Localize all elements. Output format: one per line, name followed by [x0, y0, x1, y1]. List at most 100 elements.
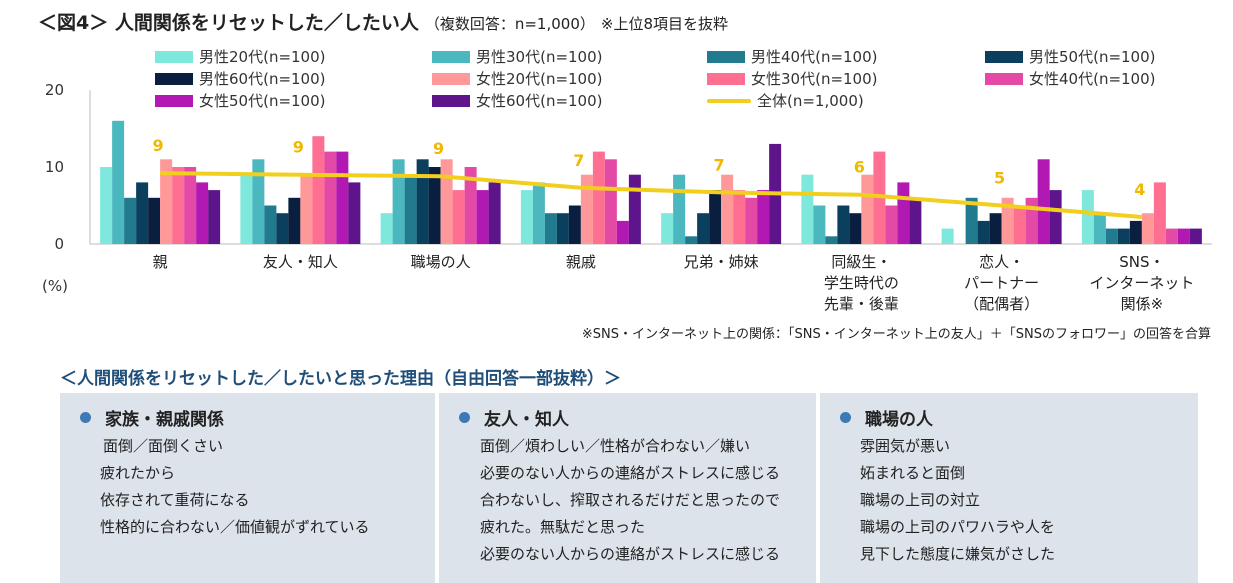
bar-1-3 — [124, 197, 137, 244]
bar-8-4 — [1117, 228, 1130, 244]
bar-1-2 — [112, 120, 125, 244]
bullet-icon — [80, 412, 91, 423]
bar-7-7 — [1013, 205, 1026, 244]
x-tick-label: 恋人・ — [979, 253, 1024, 271]
bar-3-3 — [404, 174, 417, 244]
reasons-title: ＜人間関係をリセットした／したいと思った理由（自由回答一部抜粋）＞ — [60, 369, 621, 389]
legend-item: 女性30代(n=100) — [707, 68, 878, 89]
bar-5-6 — [721, 174, 734, 244]
legend-label: 女性50代(n=100) — [199, 92, 326, 110]
bar-2-2 — [252, 159, 265, 244]
bar-8-7 — [1153, 182, 1166, 244]
bar-6-2 — [813, 205, 826, 244]
legend-swatch — [707, 50, 745, 63]
reason-line: 性格的に合わない／価値観がずれている — [100, 518, 370, 536]
reason-line: 疲れた。無駄だと思った — [480, 518, 646, 536]
bar-3-10 — [488, 182, 501, 244]
legend-swatch — [432, 94, 470, 107]
bar-6-5 — [849, 213, 862, 244]
legend-label: 男性20代(n=100) — [199, 48, 326, 66]
reason-line: 合わないし、搾取されるだけだと思ったので — [480, 491, 781, 509]
bar-5-4 — [697, 213, 710, 244]
bar-1-9 — [196, 182, 209, 244]
legend-item: 男性20代(n=100) — [155, 46, 326, 67]
reason-line: 必要のない人からの連絡がストレスに感じる — [480, 545, 781, 563]
x-tick-label: パートナー — [964, 274, 1039, 292]
bar-4-1 — [520, 190, 533, 244]
total-data-label: 9 — [293, 138, 304, 157]
bar-2-7 — [312, 136, 325, 244]
bar-1-1 — [100, 167, 113, 244]
legend-swatch — [155, 50, 193, 63]
reason-line: 面倒／煩わしい／性格が合わない／嫌い — [480, 437, 751, 455]
title-note: ※上位8項目を抜粋 — [600, 15, 728, 33]
x-tick-label: 職場の人 — [411, 253, 471, 271]
legend-label: 全体(n=1,000) — [757, 92, 864, 110]
legend-item: 全体(n=1,000) — [707, 90, 864, 111]
bar-4-8 — [604, 159, 617, 244]
legend-item: 男性50代(n=100) — [985, 46, 1156, 67]
legend-swatch — [707, 72, 745, 85]
bar-7-5 — [989, 213, 1002, 244]
bar-1-5 — [148, 197, 161, 244]
reason-line: 職場の上司のパワハラや人を — [860, 518, 1055, 536]
reason-heading-text: 職場の人 — [865, 410, 933, 430]
bar-2-10 — [348, 182, 361, 244]
reason-heading-text: 家族・親戚関係 — [105, 410, 224, 430]
reason-lines: 雰囲気が悪い 妬まれると面倒 職場の上司の対立 職場の上司のパワハラや人を 見下… — [860, 433, 1055, 568]
bar-5-1 — [661, 213, 674, 244]
bullet-icon — [840, 412, 851, 423]
total-data-label: 6 — [854, 158, 865, 177]
legend-swatch — [432, 72, 470, 85]
x-tick-label: （配偶者） — [964, 295, 1039, 313]
bar-3-7 — [452, 190, 465, 244]
bar-4-6 — [580, 174, 593, 244]
bar-1-7 — [172, 167, 185, 244]
bar-3-4 — [416, 159, 429, 244]
bar-7-9 — [1037, 159, 1050, 244]
reason-box-family: 家族・親戚関係 面倒／面倒くさい 疲れたから 依存されて重荷になる 性格的に合わ… — [60, 393, 435, 583]
x-tick-label: 関係※ — [1121, 295, 1164, 313]
bar-8-2 — [1093, 213, 1106, 244]
bar-8-5 — [1129, 220, 1142, 244]
y-tick-label: 10 — [45, 158, 64, 176]
bar-1-4 — [136, 182, 149, 244]
bar-4-7 — [592, 151, 605, 244]
bar-1-6 — [160, 159, 173, 244]
bar-8-3 — [1105, 228, 1118, 244]
legend-swatch — [707, 98, 751, 103]
bar-2-3 — [264, 205, 277, 244]
bar-2-4 — [276, 213, 289, 244]
legend-label: 男性60代(n=100) — [199, 70, 326, 88]
bar-8-6 — [1141, 213, 1154, 244]
bar-5-7 — [733, 190, 746, 244]
legend-swatch — [985, 72, 1023, 85]
bar-3-1 — [380, 213, 393, 244]
legend-label: 女性60代(n=100) — [476, 92, 603, 110]
bar-3-8 — [464, 167, 477, 244]
total-data-label: 9 — [433, 139, 444, 158]
legend-item: 女性50代(n=100) — [155, 90, 326, 111]
bar-6-4 — [837, 205, 850, 244]
bar-2-8 — [324, 151, 337, 244]
bar-7-1 — [941, 228, 954, 244]
reason-line: 疲れたから — [100, 464, 176, 482]
bar-4-4 — [556, 213, 569, 244]
bar-7-4 — [977, 220, 990, 244]
reason-heading-text: 友人・知人 — [484, 410, 569, 430]
bar-2-9 — [336, 151, 349, 244]
bar-5-2 — [673, 174, 686, 244]
bar-3-6 — [440, 159, 453, 244]
legend-label: 女性20代(n=100) — [476, 70, 603, 88]
reason-line: 見下した態度に嫌気がさした — [860, 545, 1056, 563]
bar-1-10 — [208, 190, 221, 244]
bar-4-2 — [532, 182, 545, 244]
reason-lines: 面倒／面倒くさい 疲れたから 依存されて重荷になる 性格的に合わない／価値観がず… — [100, 433, 370, 541]
bar-7-3 — [965, 197, 978, 244]
bar-6-1 — [801, 174, 814, 244]
bar-6-10 — [909, 197, 922, 244]
chart-footnote: ※SNS・インターネット上の関係：「SNS・インターネット上の友人」＋「SNSの… — [581, 327, 1211, 342]
bar-4-10 — [628, 174, 641, 244]
legend-item: 男性30代(n=100) — [432, 46, 603, 67]
